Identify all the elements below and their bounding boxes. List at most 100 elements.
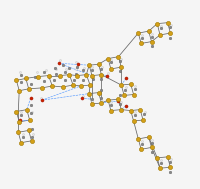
Point xyxy=(168,160,171,163)
Point xyxy=(105,74,108,77)
Point xyxy=(124,77,127,80)
Point xyxy=(87,92,90,95)
Point xyxy=(30,139,33,142)
Point xyxy=(116,98,119,101)
Point xyxy=(32,133,35,136)
Point xyxy=(149,45,152,48)
Point xyxy=(84,73,87,76)
Point xyxy=(42,80,45,83)
Point xyxy=(81,79,85,82)
Point xyxy=(124,85,127,88)
Point xyxy=(19,114,23,117)
Point xyxy=(18,89,21,92)
Point xyxy=(81,68,85,71)
Point xyxy=(40,99,43,102)
Point xyxy=(132,114,135,117)
Point xyxy=(149,141,152,144)
Point xyxy=(57,62,60,65)
Point xyxy=(71,84,74,87)
Point xyxy=(80,97,83,100)
Point xyxy=(168,170,171,174)
Point xyxy=(79,84,82,88)
Point xyxy=(54,72,57,75)
Point xyxy=(158,167,161,170)
Point xyxy=(72,79,75,82)
Point xyxy=(25,108,28,111)
Point xyxy=(140,36,143,39)
Point xyxy=(149,40,152,43)
Point xyxy=(109,58,112,61)
Point xyxy=(35,70,39,73)
Point xyxy=(36,75,40,78)
Point xyxy=(76,63,79,66)
Point xyxy=(29,97,32,100)
Point xyxy=(150,138,153,141)
Point xyxy=(131,119,135,122)
Point xyxy=(31,136,34,139)
Point xyxy=(119,101,122,104)
Point xyxy=(109,103,112,106)
Point xyxy=(131,93,135,96)
Point xyxy=(47,74,50,77)
Point xyxy=(140,142,143,145)
Point xyxy=(116,100,119,103)
Point xyxy=(140,139,143,142)
Point xyxy=(90,100,93,103)
Point xyxy=(168,26,171,29)
Point xyxy=(27,129,30,132)
Point xyxy=(87,64,90,67)
Point xyxy=(165,155,168,158)
Point xyxy=(109,109,112,112)
Point xyxy=(90,74,93,77)
Point xyxy=(123,88,126,91)
Point xyxy=(106,71,109,74)
Point xyxy=(61,85,64,88)
Point xyxy=(90,102,93,105)
Point xyxy=(122,94,125,97)
Point xyxy=(91,78,94,81)
Point xyxy=(128,83,132,86)
Point xyxy=(15,79,18,82)
Point xyxy=(159,27,162,30)
Point xyxy=(168,166,171,169)
Point xyxy=(158,33,161,36)
Point xyxy=(97,91,100,94)
Point xyxy=(159,24,162,27)
Point xyxy=(75,74,78,77)
Point xyxy=(146,136,150,139)
Point xyxy=(99,67,103,70)
Point xyxy=(132,87,135,90)
Point xyxy=(18,119,22,122)
Point xyxy=(90,98,93,101)
Point xyxy=(44,68,47,71)
Point xyxy=(116,55,119,58)
Point xyxy=(109,101,112,104)
Point xyxy=(142,113,145,116)
Point xyxy=(133,111,136,114)
Point xyxy=(19,111,23,114)
Point xyxy=(118,94,121,97)
Point xyxy=(100,66,103,69)
Point xyxy=(40,86,43,89)
Point xyxy=(39,97,42,100)
Point xyxy=(150,33,153,36)
Point xyxy=(159,161,162,164)
Point xyxy=(21,133,24,136)
Point xyxy=(149,146,152,149)
Point xyxy=(53,67,56,70)
Point xyxy=(19,81,23,84)
Point xyxy=(54,67,57,70)
Point xyxy=(118,102,121,105)
Point xyxy=(58,58,61,61)
Point xyxy=(169,23,172,26)
Point xyxy=(29,112,32,115)
Point xyxy=(99,97,103,100)
Point xyxy=(149,151,152,154)
Point xyxy=(18,120,21,123)
Point xyxy=(106,57,109,60)
Point xyxy=(74,72,77,75)
Point xyxy=(19,141,23,144)
Point xyxy=(119,57,122,60)
Point xyxy=(28,119,31,122)
Point xyxy=(119,66,122,69)
